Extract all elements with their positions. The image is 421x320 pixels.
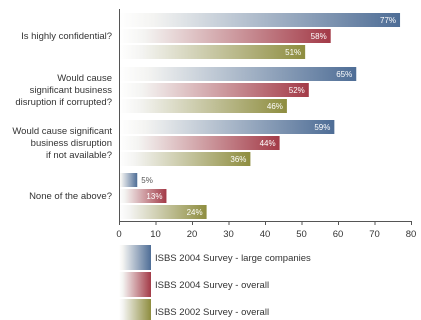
legend-label-isbs-2004-survey-large-companies: ISBS 2004 Survey - large companies (155, 253, 311, 264)
category-label-0: Is highly confidential? (21, 31, 112, 42)
legend-swatch-isbs-2004-survey-overall (119, 272, 151, 297)
bar-isbs-2002-survey-overall-1 (119, 99, 287, 113)
data-labels-layer: 77% 58% 51% 65% 52% 46% 59% 44% 36% 5% 13% 24% (141, 16, 396, 217)
bar-isbs-2004-survey-overall-2 (119, 136, 280, 150)
legend-label-isbs-2002-survey-overall: ISBS 2002 Survey - overall (155, 307, 269, 318)
x-tick-label-4: 40 (260, 229, 271, 240)
x-tick-label-8: 80 (406, 229, 417, 240)
legend-label-isbs-2004-survey-overall: ISBS 2004 Survey - overall (155, 280, 269, 291)
data-label-isbs-2004-survey-large-companies-3: 5% (141, 176, 153, 185)
bar-isbs-2002-survey-overall-0 (119, 45, 306, 59)
data-label-isbs-2004-survey-large-companies-0: 77% (380, 16, 396, 25)
data-label-isbs-2004-survey-overall-1: 52% (289, 86, 305, 95)
data-label-isbs-2004-survey-large-companies-1: 65% (336, 70, 352, 79)
category-label-2: Would cause significant business disrupti… (12, 126, 112, 161)
data-label-isbs-2002-survey-overall-0: 51% (285, 48, 301, 57)
bar-isbs-2004-survey-large-companies-3 (119, 173, 138, 187)
data-label-isbs-2004-survey-overall-0: 58% (311, 32, 327, 41)
data-label-isbs-2002-survey-overall-1: 46% (267, 102, 283, 111)
bar-isbs-2004-survey-large-companies-2 (119, 120, 335, 134)
x-tick-label-6: 60 (333, 229, 344, 240)
x-axis: 0 10 20 30 40 50 60 70 80 (116, 9, 416, 240)
category-label-3: None of the above? (29, 191, 112, 202)
x-tick-label-2: 20 (187, 229, 198, 240)
data-label-isbs-2002-survey-overall-2: 36% (230, 155, 246, 164)
x-tick-label-3: 30 (223, 229, 234, 240)
legend-swatch-isbs-2002-survey-overall (119, 299, 151, 320)
category-labels-layer: Is highly confidential? Would cause signif… (12, 31, 112, 202)
data-label-isbs-2004-survey-large-companies-2: 59% (314, 123, 330, 132)
bar-isbs-2004-survey-large-companies-0 (119, 13, 401, 27)
bar-isbs-2004-survey-overall-0 (119, 29, 331, 43)
x-tick-label-5: 50 (296, 229, 307, 240)
legend: ISBS 2004 Survey - large companies ISBS 2… (119, 245, 311, 320)
legend-swatch-isbs-2004-survey-large-companies (119, 245, 151, 270)
bar-isbs-2004-survey-overall-3 (119, 189, 167, 203)
bar-isbs-2004-survey-overall-1 (119, 83, 309, 97)
data-label-isbs-2004-survey-overall-3: 13% (146, 192, 162, 201)
x-tick-label-0: 0 (116, 229, 121, 240)
category-label-1: Would cause significant business disruptio… (15, 73, 112, 108)
bars-layer (119, 13, 401, 219)
bar-isbs-2002-survey-overall-2 (119, 152, 251, 166)
bar-isbs-2002-survey-overall-3 (119, 205, 207, 219)
bar-isbs-2004-survey-large-companies-1 (119, 67, 357, 81)
x-tick-label-1: 10 (150, 229, 161, 240)
data-label-isbs-2004-survey-overall-2: 44% (260, 139, 276, 148)
data-label-isbs-2002-survey-overall-3: 24% (187, 208, 203, 217)
x-tick-label-7: 70 (369, 229, 380, 240)
